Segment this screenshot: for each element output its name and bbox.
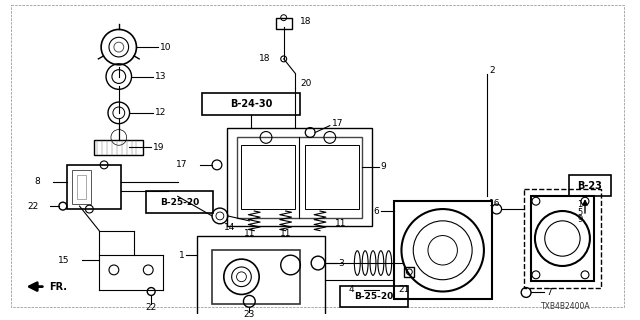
Text: B-24-30: B-24-30 — [230, 99, 273, 109]
Text: 14: 14 — [224, 223, 235, 232]
Bar — [524, 189, 601, 288]
Bar — [241, 145, 296, 209]
Bar — [404, 267, 414, 277]
Text: 10: 10 — [160, 43, 172, 52]
Bar — [72, 170, 92, 204]
Bar — [340, 286, 408, 307]
Text: 11: 11 — [280, 229, 291, 238]
Text: B-23: B-23 — [577, 180, 602, 190]
Text: 15: 15 — [58, 256, 70, 265]
Bar — [531, 196, 594, 281]
Bar — [237, 137, 362, 218]
Text: 4: 4 — [349, 285, 355, 294]
Bar — [227, 128, 372, 226]
Text: 16: 16 — [489, 199, 500, 208]
Text: 18: 18 — [259, 54, 271, 63]
Bar — [276, 18, 292, 29]
Bar — [305, 145, 359, 209]
Text: 5: 5 — [577, 207, 582, 217]
Bar — [197, 236, 325, 319]
Bar — [147, 191, 213, 213]
Bar — [394, 201, 492, 299]
Bar — [67, 165, 121, 209]
Bar — [77, 175, 86, 199]
Text: 3: 3 — [339, 259, 344, 268]
Text: 11: 11 — [335, 219, 346, 228]
Text: TXB4B2400A: TXB4B2400A — [541, 302, 591, 311]
Text: 18: 18 — [300, 17, 312, 26]
Text: 17: 17 — [176, 160, 188, 169]
Text: B-25-20: B-25-20 — [355, 292, 394, 301]
Text: 8: 8 — [35, 177, 40, 186]
Text: 12: 12 — [155, 108, 166, 117]
Text: 23: 23 — [244, 310, 255, 319]
Text: 22: 22 — [145, 303, 157, 312]
Bar — [202, 93, 300, 115]
Text: 2: 2 — [490, 66, 495, 75]
Text: 7: 7 — [546, 288, 552, 297]
Text: 9: 9 — [577, 215, 582, 224]
Text: 11: 11 — [244, 229, 255, 238]
Text: 17: 17 — [332, 119, 343, 128]
Text: 1: 1 — [179, 251, 184, 260]
Text: B-25-20: B-25-20 — [160, 198, 199, 207]
Text: 9: 9 — [381, 162, 387, 171]
Text: 21: 21 — [399, 285, 410, 294]
Text: FR.: FR. — [49, 282, 67, 292]
Text: 1: 1 — [577, 200, 582, 209]
Text: 22: 22 — [27, 202, 38, 211]
Text: 20: 20 — [300, 79, 312, 88]
Bar — [570, 175, 611, 196]
Text: 6: 6 — [373, 206, 379, 216]
Bar — [212, 250, 300, 304]
Text: 13: 13 — [155, 72, 166, 81]
Text: 19: 19 — [153, 143, 164, 152]
Bar — [94, 140, 143, 155]
